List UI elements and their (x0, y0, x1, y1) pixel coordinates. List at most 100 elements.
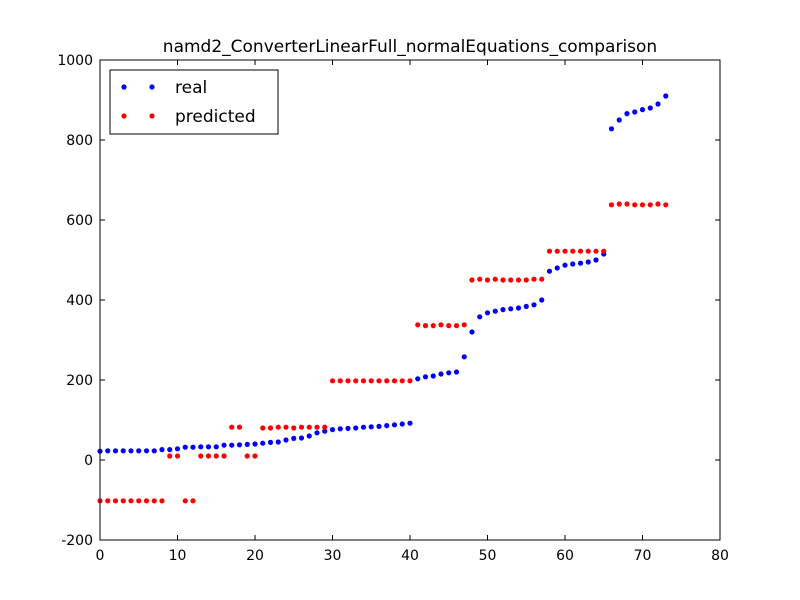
point-predicted-68 (624, 201, 630, 207)
point-real-68 (624, 111, 630, 117)
point-real-3 (120, 448, 126, 454)
point-predicted-20 (252, 453, 258, 459)
point-predicted-16 (221, 453, 227, 459)
x-tick-label-5: 50 (479, 548, 497, 564)
chart-title: namd2_ConverterLinearFull_normalEquation… (163, 37, 657, 57)
point-predicted-14 (205, 453, 212, 459)
point-predicted-29 (322, 424, 328, 430)
point-real-54 (515, 305, 522, 311)
point-predicted-51 (492, 276, 498, 282)
point-predicted-6 (143, 498, 150, 504)
point-real-61 (570, 261, 576, 267)
point-predicted-56 (531, 276, 537, 282)
point-real-67 (616, 117, 622, 123)
point-predicted-66 (608, 202, 615, 208)
point-predicted-58 (546, 248, 553, 254)
point-predicted-5 (136, 498, 142, 504)
x-tick-label-7: 70 (634, 548, 652, 564)
point-predicted-13 (198, 453, 204, 459)
point-real-4 (128, 448, 134, 454)
point-real-29 (322, 428, 328, 434)
point-real-8 (159, 447, 165, 453)
point-predicted-64 (593, 248, 599, 254)
point-predicted-61 (570, 248, 576, 254)
point-real-17 (229, 442, 235, 448)
point-real-44 (438, 371, 444, 377)
point-predicted-70 (639, 202, 646, 208)
point-predicted-23 (275, 424, 281, 430)
point-real-40 (407, 420, 413, 426)
point-predicted-19 (244, 453, 250, 459)
point-predicted-38 (391, 378, 398, 384)
point-real-64 (593, 257, 599, 263)
point-real-55 (523, 303, 529, 309)
point-real-39 (399, 421, 405, 427)
point-predicted-24 (283, 424, 289, 430)
point-predicted-44 (438, 322, 444, 328)
point-real-15 (213, 444, 219, 450)
x-tick-label-8: 80 (711, 548, 729, 564)
data-points (97, 93, 669, 504)
point-predicted-49 (477, 276, 483, 282)
point-predicted-62 (577, 248, 584, 254)
x-tick-label-3: 30 (324, 548, 342, 564)
legend-marker-predicted-b (149, 113, 155, 119)
point-predicted-12 (190, 498, 196, 504)
point-real-51 (492, 308, 498, 314)
y-tick-label-5: 800 (66, 133, 93, 149)
point-real-48 (469, 329, 475, 335)
point-predicted-30 (329, 378, 336, 384)
point-predicted-11 (182, 498, 188, 504)
point-real-18 (236, 442, 243, 448)
point-predicted-54 (515, 277, 522, 283)
point-real-69 (632, 109, 638, 115)
x-tick-label-4: 40 (401, 548, 419, 564)
point-predicted-22 (267, 425, 274, 431)
point-real-52 (500, 307, 506, 313)
point-real-28 (314, 430, 320, 436)
point-predicted-31 (337, 378, 343, 384)
point-predicted-3 (120, 498, 126, 504)
point-predicted-21 (260, 425, 266, 431)
point-predicted-59 (554, 248, 560, 254)
point-real-47 (461, 354, 467, 360)
point-real-42 (422, 374, 429, 380)
point-predicted-45 (446, 323, 452, 329)
point-predicted-18 (236, 424, 243, 430)
point-real-70 (639, 107, 646, 113)
point-real-60 (562, 262, 568, 268)
point-predicted-67 (616, 201, 622, 207)
point-real-53 (508, 306, 514, 312)
point-real-36 (376, 423, 382, 429)
point-predicted-48 (469, 277, 475, 283)
y-tick-label-6: 1000 (57, 53, 93, 69)
y-tick-label-4: 600 (66, 213, 93, 229)
point-predicted-4 (128, 498, 134, 504)
point-real-2 (112, 448, 119, 454)
point-real-46 (453, 369, 460, 375)
point-real-73 (663, 93, 669, 99)
point-real-37 (384, 423, 390, 429)
legend-marker-real-b (149, 84, 155, 90)
point-real-7 (151, 448, 157, 454)
point-predicted-25 (291, 425, 297, 431)
point-predicted-57 (539, 276, 545, 282)
point-real-1 (105, 448, 111, 454)
plot-frame (99, 59, 721, 541)
point-real-9 (167, 447, 173, 453)
point-real-43 (430, 373, 436, 379)
point-real-27 (306, 433, 312, 439)
point-real-34 (360, 424, 367, 430)
point-predicted-33 (353, 378, 359, 384)
point-real-32 (345, 425, 351, 431)
legend-label-real: real (175, 78, 207, 98)
point-predicted-47 (461, 322, 467, 328)
point-real-16 (221, 442, 227, 448)
point-real-45 (446, 370, 452, 376)
point-predicted-1 (105, 498, 111, 504)
point-predicted-73 (663, 202, 669, 208)
point-real-63 (585, 259, 591, 265)
point-real-72 (655, 101, 661, 107)
point-real-24 (283, 437, 289, 443)
